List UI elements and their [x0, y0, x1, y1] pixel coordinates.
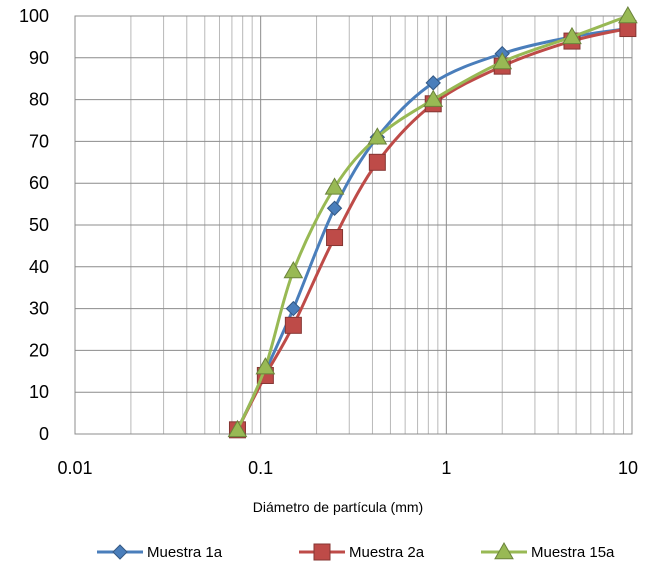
- data-point: [423, 89, 444, 107]
- y-tick-label: 20: [29, 340, 49, 360]
- legend-item: Muestra 1a: [97, 544, 223, 561]
- x-tick-label: 0.1: [248, 458, 273, 478]
- legend-label: Muestra 15a: [531, 544, 615, 561]
- data-point: [324, 177, 345, 195]
- x-tick-label: 0.01: [57, 458, 92, 478]
- y-tick-label: 70: [29, 131, 49, 151]
- series-3: [227, 5, 638, 438]
- data-point: [367, 127, 388, 145]
- y-tick-label: 50: [29, 215, 49, 235]
- legend-marker: [112, 544, 128, 560]
- legend-marker: [494, 541, 514, 560]
- x-tick-label: 1: [441, 458, 451, 478]
- y-tick-label: 80: [29, 90, 49, 110]
- legend: Muestra 1a Muestra 2a Muestra 15a: [97, 541, 615, 561]
- legend-item: Muestra 15a: [481, 541, 615, 561]
- y-tick-label: 10: [29, 382, 49, 402]
- y-tick-label: 0: [39, 424, 49, 444]
- data-point: [284, 316, 302, 334]
- y-tick-label: 60: [29, 173, 49, 193]
- data-point: [255, 357, 276, 375]
- data-point: [492, 51, 513, 70]
- plot-frame: [74, 15, 633, 435]
- series-layer: [227, 5, 638, 439]
- data-point: [283, 260, 304, 279]
- y-axis-tick-labels: 0 10 20 30 40 50 60 70 80 90 100: [19, 6, 49, 444]
- major-gridlines: [74, 15, 633, 435]
- legend-marker: [313, 543, 331, 561]
- data-point: [368, 153, 386, 171]
- data-point: [227, 419, 248, 438]
- data-point: [326, 229, 344, 247]
- legend-label: Muestra 2a: [349, 544, 425, 561]
- y-tick-label: 30: [29, 299, 49, 319]
- y-tick-label: 40: [29, 257, 49, 277]
- legend-label: Muestra 1a: [147, 544, 223, 561]
- x-tick-label: 10: [618, 458, 638, 478]
- y-tick-label: 100: [19, 6, 49, 26]
- y-tick-label: 90: [29, 48, 49, 68]
- legend-item: Muestra 2a: [299, 543, 425, 561]
- x-axis-tick-labels: 0.01 0.1 1 10: [57, 458, 638, 478]
- data-point: [618, 5, 638, 24]
- x-axis-title: Diámetro de partícula (mm): [253, 499, 423, 515]
- data-point: [285, 300, 302, 317]
- data-point: [562, 26, 582, 45]
- data-point: [326, 200, 343, 216]
- series-1: [229, 20, 636, 438]
